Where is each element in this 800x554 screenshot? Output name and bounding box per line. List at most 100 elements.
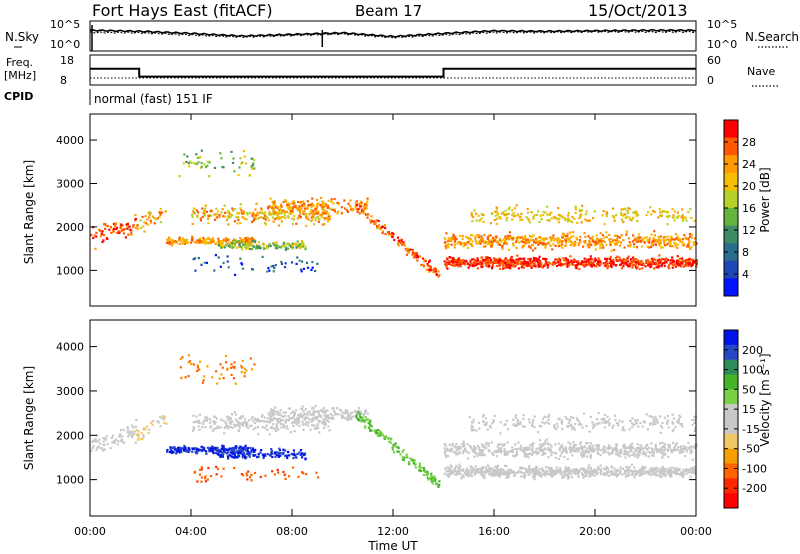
velocity-point	[208, 448, 211, 452]
velocity-point	[511, 450, 514, 453]
power-point	[521, 261, 524, 264]
power-point	[680, 215, 683, 218]
power-point	[491, 265, 494, 268]
power-point	[545, 258, 548, 261]
power-point	[604, 264, 607, 268]
velocity-point	[487, 469, 490, 472]
velocity-point	[689, 446, 692, 449]
power-point	[213, 269, 216, 272]
power-point	[235, 246, 238, 249]
power-point	[366, 197, 369, 200]
velocity-point	[458, 445, 461, 448]
velocity-point	[656, 448, 659, 451]
velocity-point	[628, 447, 631, 450]
colorbar-swatch	[724, 243, 738, 262]
power-point	[515, 240, 518, 244]
power-point	[508, 238, 511, 241]
power-point	[195, 209, 199, 212]
velocity-point	[570, 476, 573, 479]
velocity-point	[274, 428, 277, 432]
power-point	[600, 242, 603, 245]
power-point	[495, 240, 498, 243]
power-point	[554, 258, 557, 261]
power-point	[511, 259, 514, 262]
power-point	[249, 244, 253, 247]
power-point	[623, 262, 626, 265]
velocity-point	[529, 468, 532, 471]
power-point	[276, 247, 279, 250]
velocity-point	[584, 471, 587, 474]
nsky-tick-top: 10^5	[50, 18, 80, 31]
velocity-point	[141, 437, 144, 441]
power-point	[551, 263, 554, 266]
velocity-point	[217, 451, 220, 454]
velocity-point	[309, 413, 313, 416]
velocity-point	[465, 471, 468, 474]
power-point	[236, 240, 239, 243]
velocity-point	[130, 435, 134, 439]
velocity-point	[254, 418, 257, 421]
power-point	[639, 261, 642, 264]
velocity-point	[536, 470, 539, 473]
power-point	[495, 258, 498, 261]
power-point	[642, 237, 645, 240]
power-point	[564, 257, 567, 260]
velocity-point	[204, 416, 207, 419]
power-point	[574, 205, 577, 208]
velocity-point	[259, 451, 262, 454]
power-point	[280, 212, 283, 215]
power-point	[406, 250, 410, 253]
power-point	[444, 263, 447, 266]
power-point	[666, 258, 669, 261]
power-point	[211, 237, 214, 240]
power-point	[291, 247, 294, 250]
velocity-point	[581, 473, 584, 476]
velocity-point	[410, 459, 413, 462]
velocity-point	[374, 431, 377, 434]
power-point	[216, 241, 219, 244]
velocity-point	[560, 422, 563, 425]
power-point	[612, 260, 615, 263]
power-point	[229, 216, 232, 219]
velocity-points	[90, 354, 698, 488]
velocity-point	[278, 452, 281, 455]
velocity-point	[625, 453, 628, 456]
power-point	[656, 240, 659, 243]
power-point	[141, 215, 144, 218]
velocity-point	[243, 453, 246, 457]
velocity-point	[269, 415, 272, 418]
velocity-point	[204, 419, 207, 423]
power-point	[480, 217, 483, 220]
velocity-point	[572, 471, 575, 474]
velocity-point	[668, 446, 671, 449]
velocity-point	[528, 470, 531, 473]
power-point	[565, 258, 568, 261]
velocity-point	[299, 449, 303, 452]
velocity-point	[296, 452, 299, 456]
velocity-point	[575, 417, 578, 420]
power-point	[191, 215, 194, 219]
power-point	[170, 244, 173, 247]
power-point	[214, 254, 217, 257]
power-point	[372, 220, 375, 223]
velocity-point	[520, 447, 523, 450]
velocity-point	[445, 455, 448, 458]
velocity-point	[586, 466, 590, 469]
velocity-point	[533, 478, 536, 481]
velocity-point	[595, 418, 599, 421]
power-point	[201, 241, 204, 244]
power-point	[247, 241, 250, 245]
velocity-point	[654, 446, 657, 449]
velocity-point	[651, 454, 654, 457]
power-point	[674, 265, 677, 268]
velocity-point	[532, 468, 535, 471]
velocity-point	[647, 446, 651, 449]
power-point	[524, 234, 527, 238]
power-point	[189, 160, 192, 163]
velocity-point	[271, 426, 274, 429]
velocity-point	[132, 432, 135, 436]
power-point	[626, 209, 629, 212]
velocity-point	[566, 477, 570, 480]
velocity-point	[550, 451, 553, 454]
velocity-point	[575, 470, 578, 473]
